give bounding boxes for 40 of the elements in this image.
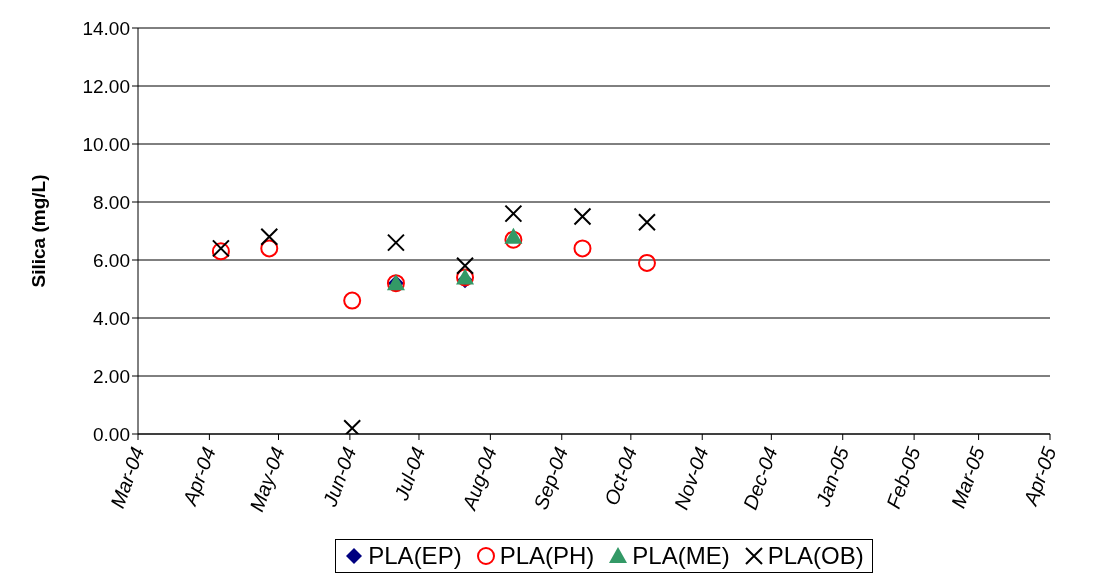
- x-tick-label: May-04: [245, 444, 289, 515]
- x-tick-label: Oct-04: [599, 444, 642, 509]
- x-tick-label: Jul-04: [389, 444, 430, 504]
- legend-label: PLA(EP): [367, 542, 462, 570]
- y-tick-label: 2.00: [93, 365, 130, 387]
- point: [637, 213, 656, 232]
- point: [573, 239, 592, 258]
- y-tick-label: 8.00: [93, 191, 130, 213]
- legend-label: PLA(ME): [631, 542, 730, 570]
- point: [504, 230, 523, 249]
- point: [343, 291, 362, 310]
- x-tick-label: Feb-05: [882, 443, 925, 512]
- legend-label: PLA(PH): [498, 542, 595, 570]
- point: [504, 227, 523, 244]
- point: [260, 227, 279, 246]
- y-tick-label: 6.00: [93, 249, 130, 271]
- x-tick-label: Nov-04: [669, 444, 713, 513]
- point: [637, 253, 656, 272]
- x-tick-label: Dec-04: [738, 444, 782, 513]
- x-tick-label: Aug-04: [457, 444, 501, 514]
- point: [386, 233, 405, 252]
- y-tick-label: 10.00: [82, 133, 130, 155]
- point: [504, 204, 523, 223]
- x-tick-label: Jun-04: [318, 444, 361, 511]
- x-tick-label: Sep-04: [529, 444, 573, 513]
- y-tick-label: 12.00: [82, 75, 130, 97]
- y-axis-title: Silica (mg/L): [27, 174, 49, 288]
- point: [573, 207, 592, 226]
- x-tick-label: Apr-04: [178, 444, 220, 509]
- y-tick-label: 0.00: [93, 423, 130, 445]
- x-tick-label: Mar-05: [946, 443, 990, 511]
- point: [260, 239, 279, 258]
- point: [343, 419, 362, 434]
- y-tick-label: 4.00: [93, 307, 130, 329]
- legend-label: PLA(OB): [766, 542, 864, 570]
- x-tick-label: Jan-05: [811, 443, 854, 511]
- x-tick-label: Apr-05: [1018, 443, 1061, 509]
- x-tick-label: Mar-04: [106, 444, 149, 511]
- y-tick-label: 14.00: [82, 17, 130, 39]
- point: [456, 256, 475, 275]
